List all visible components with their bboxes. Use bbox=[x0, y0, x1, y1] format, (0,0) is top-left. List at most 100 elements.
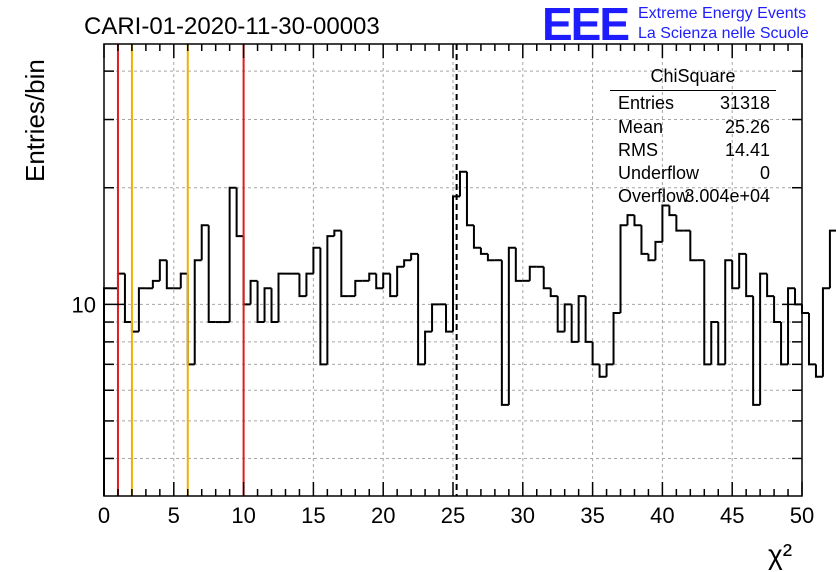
histogram-bin bbox=[270, 288, 279, 324]
histogram-bin bbox=[465, 171, 474, 227]
stats-row-overflow: Overflow 3.004e+04 bbox=[608, 186, 770, 210]
histogram-bin bbox=[228, 186, 237, 323]
histogram-bin bbox=[249, 279, 258, 305]
histogram-bin bbox=[807, 312, 816, 366]
stats-value: 3.004e+04 bbox=[684, 186, 770, 206]
histogram-bin bbox=[570, 304, 579, 343]
histogram-bin bbox=[647, 253, 656, 262]
stats-key: Underflow bbox=[618, 163, 700, 183]
histogram-bin bbox=[766, 273, 775, 298]
histogram-bin bbox=[368, 272, 377, 281]
stats-row-entries: Entries 31318 bbox=[608, 93, 770, 117]
x-tick-label: 50 bbox=[790, 503, 814, 528]
histogram-bin bbox=[452, 195, 460, 332]
eee-logo-mark: EEE bbox=[542, 0, 630, 50]
histogram-bin bbox=[207, 225, 216, 324]
histogram-bin bbox=[417, 253, 426, 366]
logo-line-2: La Scienza nelle Scuole bbox=[638, 25, 809, 42]
histogram-bin bbox=[605, 363, 614, 377]
histogram-bin bbox=[389, 273, 398, 298]
histogram-bin bbox=[305, 272, 314, 297]
histogram-bin bbox=[577, 295, 586, 342]
histogram-bin bbox=[445, 304, 453, 333]
x-tick-label: 0 bbox=[98, 503, 110, 528]
histogram-bin bbox=[500, 260, 509, 406]
x-tick-label: 45 bbox=[720, 503, 744, 528]
x-tick-label: 25 bbox=[441, 503, 465, 528]
svg-text:EEE: EEE bbox=[542, 2, 628, 46]
histogram-bin bbox=[333, 229, 342, 237]
histogram-bin bbox=[675, 215, 684, 232]
histogram-bin bbox=[396, 265, 405, 297]
histogram-bin bbox=[591, 341, 600, 366]
stats-value: 31318 bbox=[719, 93, 770, 113]
x-axis-label: χ² bbox=[768, 539, 792, 570]
histogram-bin bbox=[193, 259, 202, 365]
stats-row-rms: RMS 14.41 bbox=[608, 140, 770, 164]
histogram-bin bbox=[542, 266, 551, 290]
stats-title: ChiSquare bbox=[650, 66, 736, 86]
stats-key: Mean bbox=[618, 117, 664, 137]
histogram-bin bbox=[745, 253, 754, 298]
y-tick-label: 10 bbox=[72, 292, 96, 317]
x-tick-label: 15 bbox=[301, 503, 325, 528]
histogram-bin bbox=[186, 273, 195, 366]
stats-key: Entries bbox=[618, 93, 675, 113]
histogram-bin bbox=[486, 253, 495, 262]
histogram-bin bbox=[828, 229, 836, 289]
stats-value: 14.41 bbox=[724, 140, 770, 160]
histogram-bin bbox=[821, 287, 830, 377]
histogram-bin bbox=[410, 252, 419, 261]
histogram-bin bbox=[752, 296, 761, 406]
histogram-bin bbox=[479, 247, 488, 255]
histogram-bin bbox=[563, 303, 572, 332]
histogram-bin bbox=[424, 330, 433, 365]
histogram-bin bbox=[340, 230, 349, 298]
histogram-bin bbox=[179, 272, 188, 289]
histogram-bin bbox=[640, 225, 649, 255]
histogram-bin bbox=[717, 322, 726, 366]
chart-title: CARI-01-2020-11-30-00003 bbox=[84, 13, 380, 40]
histogram-bin bbox=[116, 272, 125, 289]
eee-logo: EEE bbox=[542, 0, 642, 50]
histogram-bin bbox=[814, 364, 823, 378]
histogram-bin bbox=[633, 215, 642, 227]
histogram-bin bbox=[158, 259, 167, 281]
histogram-bin bbox=[794, 288, 802, 306]
histogram-bin bbox=[242, 236, 251, 306]
histogram-bin bbox=[312, 246, 321, 274]
histogram-bin bbox=[263, 287, 272, 323]
histogram-bin bbox=[626, 214, 635, 226]
histogram-bin bbox=[801, 304, 809, 314]
logo-line-1: Extreme Energy Events bbox=[638, 5, 807, 22]
x-tick-label: 30 bbox=[511, 503, 535, 528]
histogram-bin bbox=[787, 287, 796, 365]
histogram-bin bbox=[354, 279, 363, 297]
axis-ticks: 0 5 10 15 20 25 30 35 40 45 50 10 bbox=[72, 44, 814, 528]
stats-row-mean: Mean 25.26 bbox=[608, 117, 770, 141]
histogram-bin bbox=[731, 260, 740, 290]
histogram-bin bbox=[458, 170, 467, 197]
histogram-bin bbox=[773, 296, 782, 324]
histogram-bin bbox=[612, 311, 621, 365]
histogram bbox=[103, 170, 836, 496]
x-tick-label: 40 bbox=[650, 503, 674, 528]
histogram-bin bbox=[780, 322, 789, 366]
x-tick-label: 20 bbox=[371, 503, 395, 528]
histogram-bin bbox=[654, 240, 663, 261]
stats-row-underflow: Underflow 0 bbox=[608, 163, 770, 187]
histogram-bin bbox=[472, 225, 481, 249]
stats-key: Overflow bbox=[618, 186, 690, 206]
histogram-bin bbox=[103, 287, 111, 496]
histogram-bin bbox=[200, 224, 209, 261]
histogram-bin bbox=[528, 265, 537, 281]
x-tick-label: 10 bbox=[231, 503, 255, 528]
histogram-bin bbox=[507, 246, 516, 405]
stats-value: 0 bbox=[759, 163, 770, 183]
histogram-bin bbox=[514, 247, 523, 282]
histogram-bin bbox=[738, 252, 747, 289]
x-tick-label: 5 bbox=[168, 503, 180, 528]
histogram-bin bbox=[431, 303, 440, 332]
histogram-bin bbox=[724, 259, 733, 365]
